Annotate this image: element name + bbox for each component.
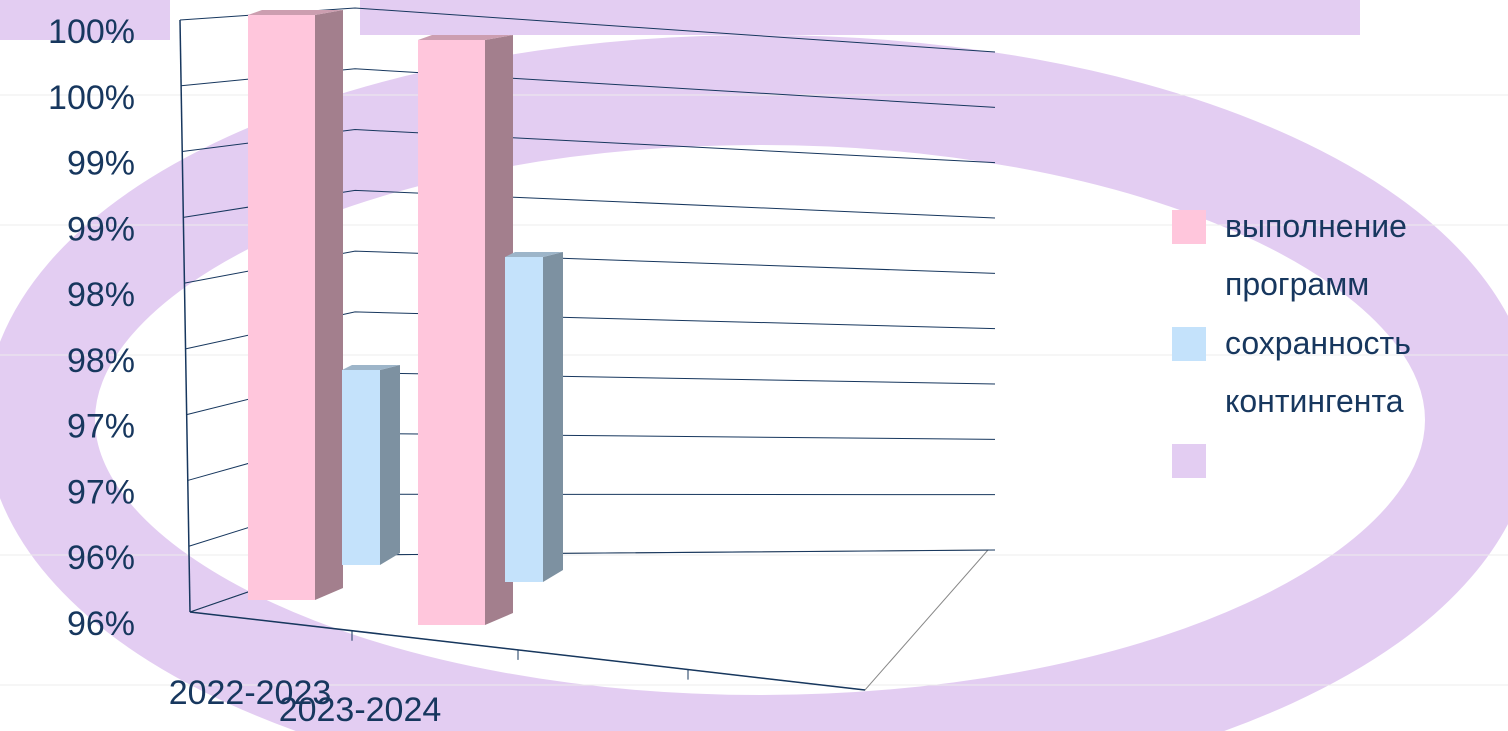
bar: [505, 257, 543, 582]
x-tick-label: 2022-2023: [169, 674, 332, 712]
grid-line: [185, 311, 996, 350]
y-tick-label: 100%: [48, 13, 135, 51]
y-tick-label: 98%: [67, 276, 135, 314]
bar-top: [342, 365, 400, 370]
bar-side: [543, 252, 563, 582]
grid-line: [184, 250, 996, 284]
grid-line: [183, 189, 996, 219]
y-tick-label: 99%: [67, 210, 135, 248]
bar-side: [315, 10, 343, 600]
legend-swatch: [1172, 444, 1206, 478]
bar-side: [380, 365, 400, 565]
x-axis: [189, 611, 866, 691]
legend-label: сохранность контингента: [1225, 325, 1411, 419]
legend-label: выполнение программ: [1225, 208, 1407, 302]
bar: [418, 40, 485, 625]
y-tick-label: 99%: [67, 145, 135, 183]
grid-line: [181, 68, 996, 108]
y-axis: [179, 19, 191, 613]
bar: [248, 15, 315, 600]
bar: [342, 370, 380, 565]
y-tick-label: 97%: [67, 473, 135, 511]
grid-line: [179, 7, 996, 53]
y-tick-label: 97%: [67, 408, 135, 446]
grid-line: [182, 129, 996, 164]
bar-top: [418, 35, 513, 40]
y-tick-label: 96%: [67, 539, 135, 577]
y-tick-label: 96%: [67, 605, 135, 643]
y-tick-label: 100%: [48, 79, 135, 117]
x-tick-label: 2023-2024: [279, 691, 442, 729]
bar-top: [248, 10, 343, 15]
y-tick-label: 98%: [67, 342, 135, 380]
bar-top: [505, 252, 563, 257]
legend-swatch: [1172, 210, 1206, 244]
legend-swatch: [1172, 327, 1206, 361]
